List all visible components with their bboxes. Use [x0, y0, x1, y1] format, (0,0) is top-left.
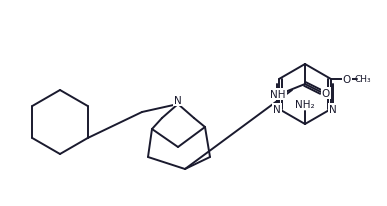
Text: N: N — [174, 96, 182, 105]
Text: O: O — [343, 75, 351, 85]
Text: NH: NH — [270, 90, 286, 99]
Text: NH₂: NH₂ — [295, 99, 315, 109]
Text: CH₃: CH₃ — [354, 75, 371, 84]
Text: N: N — [273, 104, 281, 115]
Text: N: N — [329, 104, 337, 115]
Text: O: O — [322, 89, 330, 98]
